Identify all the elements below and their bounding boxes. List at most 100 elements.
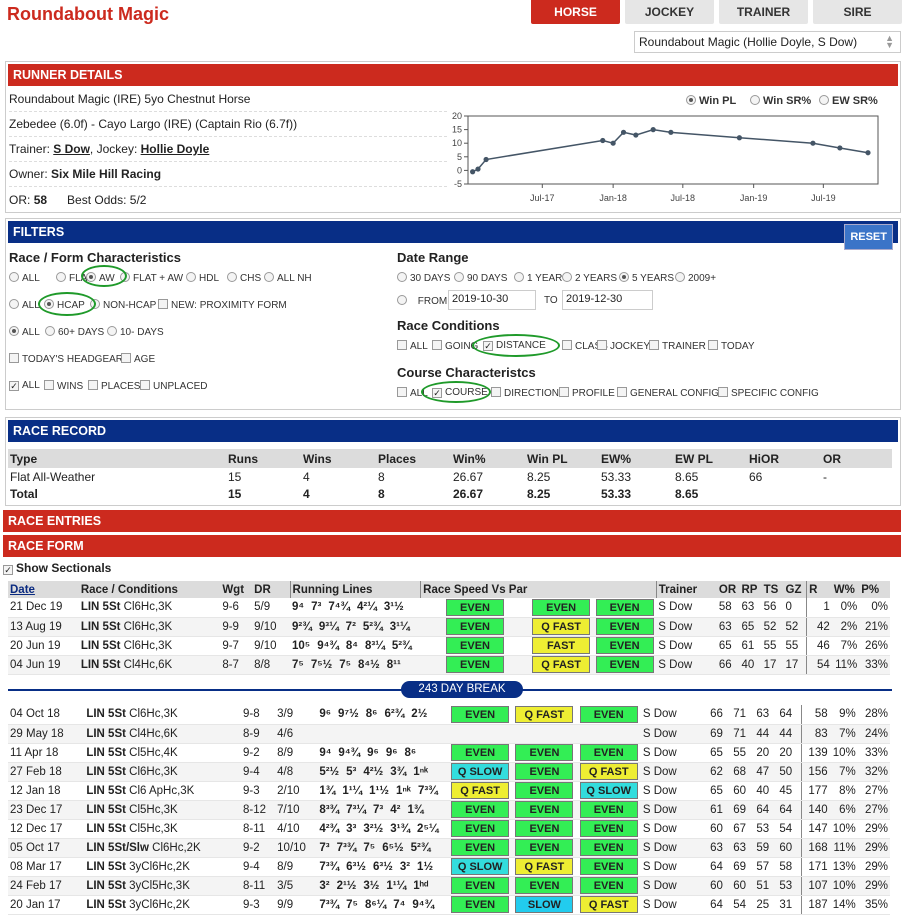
table-row[interactable]: 27 Feb 18 LIN 5St Cl6Hc,3K 9-4 4/8 5²½ 5³ 4²½ 3… [8,762,890,782]
radio-ew-sr[interactable]: EW SR% [819,95,878,107]
race-entries-bar[interactable]: RACE ENTRIES [3,510,901,532]
filter-hcap-all[interactable]: ALL [9,299,40,311]
data-point [650,127,656,133]
filter-headgear[interactable]: TODAY'S HEADGEAR [9,353,123,365]
filter-unplaced[interactable]: UNPLACED [140,380,207,392]
filter-wins[interactable]: WINS [44,380,83,392]
course-code[interactable]: LIN 5St [80,639,124,652]
course-code[interactable]: LIN 5St [80,601,124,614]
table-row[interactable]: 20 Jan 17 LIN 5St 3yCl6Hc,2K 9-3 9/9 7³¾ 7⁵ 8⁶… [8,895,890,915]
table-row[interactable]: 11 Apr 18 LIN 5St Cl5Hc,4K 9-2 8/9 9⁴ 9⁴¾ 9⁶ 9⁶… [8,743,890,763]
filter-row1-1[interactable]: FLAT [56,272,93,284]
filter-row1-5[interactable]: CHS [227,272,261,284]
cond-opt-6[interactable]: TODAY [708,340,755,352]
course-opt-3[interactable]: PROFILE [559,387,615,399]
course-code[interactable]: LIN 5St [86,708,130,721]
tab-trainer[interactable]: TRAINER [719,0,808,24]
course-code[interactable]: LIN 5St [86,727,130,740]
running-lines-cell: 5²½ 5³ 4²½ 3¾ 1ⁿᵏ [317,762,448,782]
course-code[interactable]: LIN 5St [86,898,130,911]
course-code[interactable]: LIN 5St [86,822,130,835]
date-opt-1[interactable]: 90 DAYS [454,272,507,284]
filter-row1-6[interactable]: ALL NH [264,272,312,284]
place-pct-cell: 21% [859,617,890,637]
table-row[interactable]: 24 Feb 17 LIN 5St 3yCl5Hc,3K 8-11 3/5 3² 2¹½ 3… [8,876,890,896]
course-code[interactable]: LIN 5St [86,765,130,778]
filter-60-days[interactable]: 60+ DAYS [45,326,104,338]
filter-row1-3[interactable]: FLAT + AW [120,272,183,284]
radio-win-pl[interactable]: Win PL [686,95,736,107]
date-opt-2[interactable]: 1 YEAR [514,272,562,284]
date-from-radio[interactable]: FROM [397,295,447,307]
jockey-link[interactable]: Hollie Doyle [140,142,210,156]
tab-horse[interactable]: HORSE [531,0,620,24]
course-code[interactable]: LIN 5St [86,784,130,797]
table-row[interactable]: 29 May 18 LIN 5St Cl4Hc,6K 8-9 4/6 S Dow 69 71… [8,724,890,744]
cond-opt-5[interactable]: TRAINER [649,340,706,352]
ts-cell: 52 [761,617,784,637]
table-row[interactable]: 21 Dec 19 LIN 5St Cl6Hc,3K 9-6 5/9 9⁴ 7³ 7⁴¾ 4²… [8,598,890,618]
from-date-input[interactable]: 2019-10-30 [448,290,536,310]
filters-bar: FILTERS RESET [8,221,898,250]
course-opt-0[interactable]: ALL [397,387,428,399]
course-code[interactable]: LIN 5St/Slw [86,841,153,854]
cond-opt-3[interactable]: CLASS [562,340,608,352]
table-row[interactable]: 12 Jan 18 LIN 5St Cl6 ApHc,3K 9-3 2/10 1¾ 1¹¼… [8,781,890,801]
filter-non-hcap[interactable]: NON-HCAP [90,299,156,311]
table-row[interactable]: 12 Dec 17 LIN 5St Cl5Hc,3K 8-11 4/10 4²¾ 3³ 3²… [8,819,890,839]
table-row[interactable]: 04 Oct 18 LIN 5St Cl6Hc,3K 9-8 3/9 9⁶ 9⁷½ 8⁶ 6²… [8,705,890,725]
checkbox-icon [649,340,659,350]
cond-opt-1[interactable]: GOING [432,340,478,352]
date-opt-0[interactable]: 30 DAYS [397,272,450,284]
running-line: 4²¼ [357,601,377,614]
filter-result-all[interactable]: ✓ ALL [9,380,40,391]
table-row[interactable]: 05 Oct 17 LIN 5St/Slw Cl6Hc,2K 9-2 10/10 7³ 7… [8,838,890,858]
filter-places[interactable]: PLACES [88,380,140,392]
speed-badge: EVEN [579,858,638,875]
table-row[interactable]: 20 Jun 19 LIN 5St Cl6Hc,3K 9-7 9/10 10⁵ 9⁴¾ 8⁴… [8,636,890,656]
tab-jockey[interactable]: JOCKEY [625,0,714,24]
option-label: ALL [410,341,428,352]
filter-age[interactable]: AGE [121,353,155,365]
reset-button[interactable]: RESET [844,224,893,250]
filter-row1-4[interactable]: HDL [186,272,219,284]
filter-proximity[interactable]: NEW: PROXIMITY FORM [158,299,287,311]
table-row[interactable]: 08 Mar 17 LIN 5St 3yCl6Hc,2K 9-4 8/9 7³¾ 6³½ 6… [8,857,890,877]
radio-win-sr[interactable]: Win SR% [750,95,811,107]
course-code[interactable]: LIN 5St [86,860,130,873]
place-pct-cell: 27% [857,800,890,820]
date-opt-3[interactable]: 2 YEARS [562,272,617,284]
checkbox-icon: ✓ [3,565,13,575]
table-row[interactable]: 13 Aug 19 LIN 5St Cl6Hc,3K 9-9 9/10 9²¾ 9³¼ 7²… [8,617,890,637]
course-opt-5[interactable]: SPECIFIC CONFIG [718,387,819,399]
course-code[interactable]: LIN 5St [86,879,130,892]
to-date-input[interactable]: 2019-12-30 [562,290,653,310]
course-code[interactable]: LIN 5St [86,746,130,759]
course-opt-2[interactable]: DIRECTION [491,387,559,399]
course-code[interactable]: LIN 5St [80,658,124,671]
tab-sire[interactable]: SIRE [813,0,902,24]
filter-days-all[interactable]: ALL [9,326,40,338]
weight-cell: 8-7 [220,655,253,675]
cond-opt-4[interactable]: JOCKEY [597,340,650,352]
course-code[interactable]: LIN 5St [86,803,130,816]
filter-row1-0[interactable]: ALL [9,272,40,284]
date-cell: 12 Dec 17 [8,819,85,839]
speed-badge: EVEN [515,839,574,856]
date-opt-5[interactable]: 2009+ [675,272,716,284]
filter-10-days[interactable]: 10- DAYS [107,326,164,338]
course-opt-4[interactable]: GENERAL CONFIG [617,387,719,399]
show-sectionals-toggle[interactable]: ✓ Show Sectionals [3,561,111,575]
course-code[interactable]: LIN 5St [80,620,124,633]
col-header: OR [821,449,892,468]
race-form-bar[interactable]: RACE FORM [3,535,901,557]
radio-icon [819,95,829,105]
runner-select[interactable]: Roundabout Magic (Hollie Doyle, S Dow) ▲ ▼ [634,31,901,53]
table-cell: 8 [378,469,385,484]
draw-cell: 8/9 [275,857,318,877]
table-row[interactable]: 23 Dec 17 LIN 5St Cl5Hc,3K 8-12 7/10 8³¾ 7³¼ 7… [8,800,890,820]
cond-opt-0[interactable]: ALL [397,340,428,352]
trainer-link[interactable]: S Dow [53,142,90,156]
table-row[interactable]: 04 Jun 19 LIN 5St Cl4Hc,6K 8-7 8/8 7⁵ 7⁵½ 7⁵ 8⁴… [8,655,890,675]
date-opt-4[interactable]: 5 YEARS [619,272,674,284]
